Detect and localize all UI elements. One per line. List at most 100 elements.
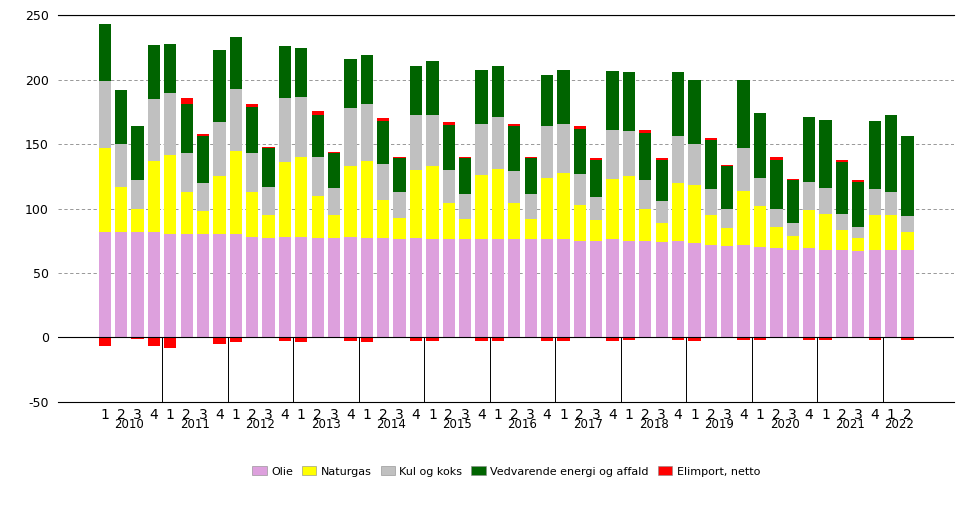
Bar [508,126,521,171]
Bar [672,337,684,340]
Bar [98,148,111,232]
Bar [623,176,635,241]
Bar [393,192,406,217]
Bar [197,183,209,211]
Bar [115,144,127,187]
Bar [574,241,586,337]
Text: 2021: 2021 [835,418,865,432]
Bar [246,237,258,337]
Bar [557,337,570,341]
Bar [426,239,439,337]
Bar [459,219,471,239]
Bar [639,209,652,241]
Bar [475,175,488,239]
Bar [459,157,471,159]
Bar [836,214,848,231]
Bar [901,232,914,250]
Bar [885,115,897,192]
Bar [361,105,373,161]
Bar [524,195,537,219]
Bar [606,130,619,179]
Bar [197,234,209,337]
Bar [295,157,308,237]
Bar [115,187,127,232]
Bar [393,217,406,239]
Bar [688,80,701,144]
Bar [688,244,701,337]
Text: 2018: 2018 [639,418,668,432]
Bar [737,80,750,148]
Bar [311,115,324,157]
Bar [459,239,471,337]
Bar [819,119,832,188]
Bar [852,180,865,181]
Bar [721,228,734,246]
Bar [901,136,914,216]
Bar [672,183,684,241]
Bar [787,222,799,235]
Bar [410,170,422,238]
Bar [787,235,799,250]
Bar [836,160,848,162]
Bar [754,206,766,247]
Bar [459,159,471,194]
Bar [475,70,488,124]
Bar [492,239,504,337]
Bar [754,337,766,340]
Bar [852,251,865,337]
Bar [705,245,717,337]
Bar [131,337,144,339]
Bar [836,231,848,250]
Bar [836,162,848,214]
Text: 2013: 2013 [311,418,340,432]
Bar [819,337,832,340]
Bar [574,129,586,174]
Bar [328,215,340,238]
Bar [180,104,193,153]
Bar [131,232,144,337]
Bar [672,72,684,136]
Bar [639,133,652,180]
Text: 2010: 2010 [115,418,145,432]
Bar [98,232,111,337]
Bar [262,238,275,337]
Bar [705,140,717,190]
Bar [426,337,439,341]
Bar [115,232,127,337]
Bar [688,337,701,341]
Bar [377,121,389,164]
Bar [442,125,455,170]
Text: 2012: 2012 [246,418,276,432]
Bar [147,45,160,99]
Bar [508,171,521,203]
Bar [492,169,504,239]
Bar [426,115,439,166]
Bar [229,337,242,342]
Bar [590,197,602,220]
Bar [410,238,422,337]
Bar [836,250,848,337]
Bar [279,237,291,337]
Bar [131,180,144,209]
Bar [754,113,766,178]
Bar [164,337,176,348]
Bar [672,136,684,183]
Bar [295,48,308,97]
Bar [295,97,308,157]
Bar [557,173,570,239]
Bar [229,150,242,234]
Bar [737,191,750,245]
Bar [557,124,570,173]
Bar [557,239,570,337]
Text: 2014: 2014 [377,418,407,432]
Bar [475,124,488,175]
Bar [869,250,881,337]
Bar [754,178,766,206]
Bar [901,250,914,337]
Bar [213,234,226,337]
Text: 2015: 2015 [442,418,471,432]
Bar [541,75,553,126]
Bar [574,126,586,129]
Text: 2016: 2016 [507,418,537,432]
Bar [541,178,553,239]
